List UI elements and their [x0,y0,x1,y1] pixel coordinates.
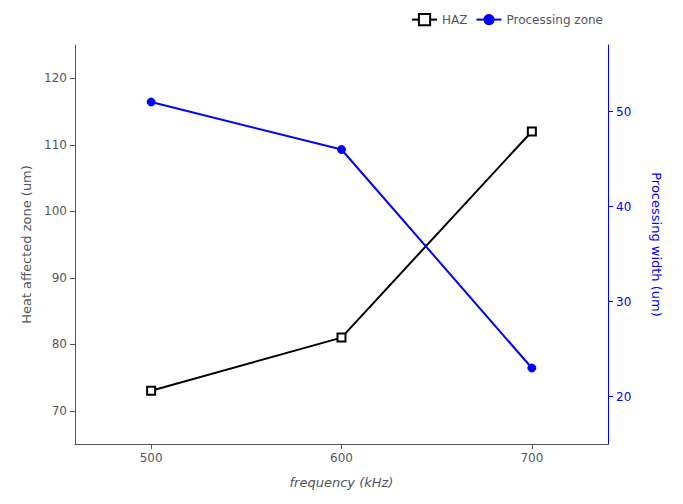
svg-text:600: 600 [330,451,353,465]
svg-text:100: 100 [44,204,67,218]
svg-text:30: 30 [616,295,631,309]
svg-text:80: 80 [52,337,67,351]
svg-text:70: 70 [52,404,67,418]
svg-text:500: 500 [140,451,163,465]
svg-text:90: 90 [52,271,67,285]
svg-text:Processing zone: Processing zone [506,13,603,27]
svg-text:700: 700 [520,451,543,465]
svg-text:50: 50 [616,105,631,119]
svg-text:frequency (kHz): frequency (kHz) [290,475,394,490]
svg-text:120: 120 [44,71,67,85]
svg-text:20: 20 [616,390,631,404]
svg-text:Heat affected zone (um): Heat affected zone (um) [19,165,34,324]
svg-text:110: 110 [44,138,67,152]
svg-text:HAZ: HAZ [442,13,467,27]
svg-text:Processing width (um): Processing width (um) [649,172,664,317]
svg-text:40: 40 [616,200,631,214]
